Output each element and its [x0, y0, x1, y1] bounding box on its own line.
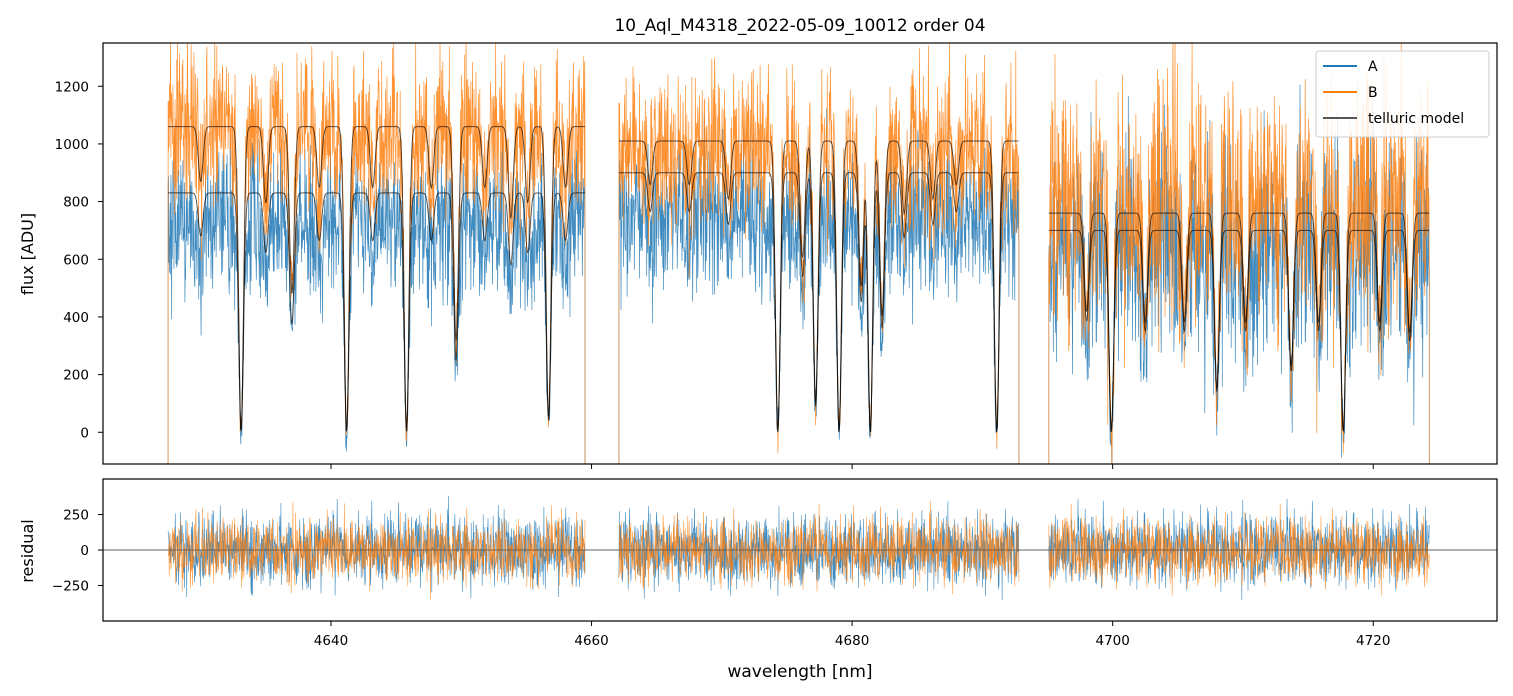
x-tick-label: 4640 [314, 633, 348, 649]
legend: A B telluric model [1315, 50, 1490, 138]
x-tick-label: 4700 [1095, 633, 1129, 649]
flux-y-tick-label: 1000 [55, 137, 89, 153]
telluric-model-b-segment-1 [168, 126, 585, 432]
flux-y-tick-label: 0 [80, 425, 89, 441]
residual-b-segment-1 [167, 501, 586, 600]
legend-label-telluric: telluric model [1368, 111, 1464, 127]
flux-panel: 0 200 400 600 800 1000 1200 flux [ADU] A B tel… [18, 42, 1498, 469]
flux-y-tick-label: 800 [63, 195, 89, 211]
x-tick-label: 4720 [1356, 633, 1390, 649]
residual-b-segment-3 [1048, 503, 1430, 596]
series-b-segment-3 [1048, 43, 1430, 464]
legend-label-a: A [1368, 59, 1378, 75]
chart-title: 10_Aql_M4318_2022-05-09_10012 order 04 [614, 16, 985, 36]
residual-y-tick-label: −250 [52, 579, 89, 595]
flux-axes-frame [102, 42, 1498, 465]
telluric-model-a-segment-1 [168, 192, 585, 432]
flux-y-tick-label: 400 [63, 310, 89, 326]
legend-box [1315, 50, 1490, 138]
flux-y-tick-label: 1200 [55, 79, 89, 95]
residual-y-tick-label: 250 [63, 508, 89, 524]
series-a-segment-3 [1048, 84, 1430, 464]
telluric-model-b-segment-2 [618, 140, 1019, 433]
flux-y-axis-label: flux [ADU] [18, 213, 37, 295]
legend-label-b: B [1368, 85, 1378, 101]
telluric-model-b-segment-3 [1048, 212, 1430, 432]
flux-y-tick-label: 200 [63, 368, 89, 384]
flux-y-tick-label: 600 [63, 252, 89, 268]
residual-y-axis-label: residual [18, 519, 37, 582]
x-tick-label: 4680 [835, 633, 869, 649]
residual-b-segment-2 [618, 500, 1020, 594]
residual-panel: −250 0 250 4640 4660 4680 4700 4720 residual [18, 478, 1498, 649]
x-tick-label: 4660 [574, 633, 608, 649]
residual-y-tick-label: 0 [80, 543, 89, 559]
x-axis-label: wavelength [nm] [727, 662, 872, 682]
